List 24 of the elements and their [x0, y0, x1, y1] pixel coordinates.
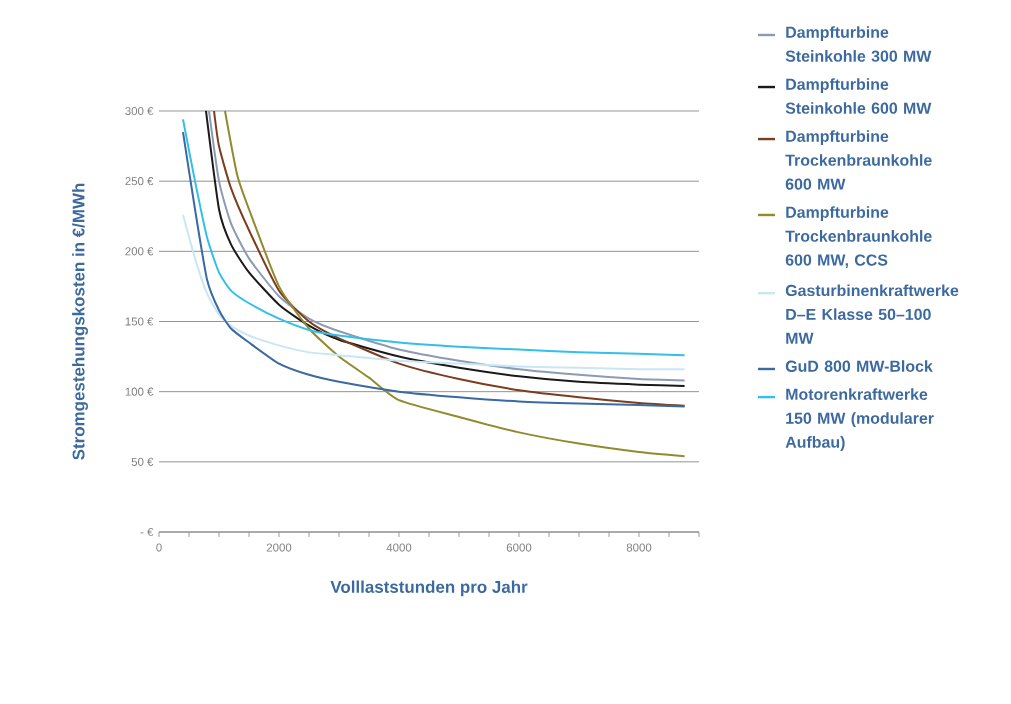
legend-label: Motorenkraftwerke 150 MW (modularer Aufbau)	[785, 388, 934, 451]
x-tick-label: 8000	[626, 543, 652, 552]
legend-label: Dampfturbine Trockenbraunkohle 600 MW, CCS	[785, 206, 932, 269]
legend-label: Dampfturbine Trockenbraunkohle 600 MW	[785, 130, 932, 190]
y-tick-label: 200 €	[125, 247, 154, 256]
x-tick-label: 0	[156, 543, 162, 552]
y-tick-label: 150 €	[125, 317, 154, 326]
line-series	[182, 118, 686, 357]
legend-label: Dampfturbine Steinkohle 600 MW	[785, 78, 932, 114]
legend-label: Gasturbinenkraftwerke D–E Klasse 50–100 MW	[785, 284, 959, 344]
line-series	[182, 213, 686, 371]
x-axis-title: Volllaststunden pro Jahr	[330, 580, 528, 597]
y-axis-title: Stromgestehungskosten in €/MWh	[72, 183, 88, 460]
legend-label: GuD 800 MW-Block	[785, 360, 933, 372]
x-tick-label: 2000	[266, 543, 292, 552]
y-tick-label: 100 €	[125, 387, 154, 396]
y-tick-label: 300 €	[125, 106, 154, 116]
x-tick-label: 6000	[506, 543, 532, 552]
y-tick-label: 50 €	[131, 457, 154, 466]
legend-label: Dampfturbine Steinkohle 300 MW	[785, 26, 932, 62]
line-series	[224, 110, 686, 458]
y-tick-label: - €	[140, 527, 154, 537]
y-tick-label: 250 €	[125, 177, 154, 186]
x-tick-label: 4000	[386, 543, 412, 552]
